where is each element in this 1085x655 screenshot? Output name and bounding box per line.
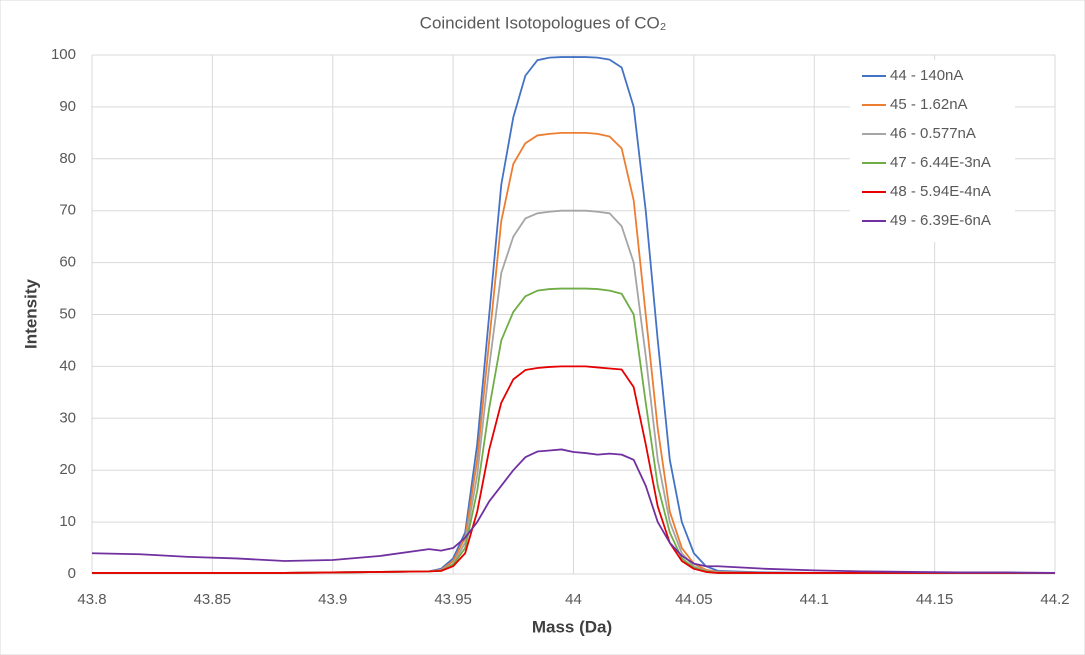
y-axis-title: Intensity: [21, 279, 40, 349]
x-tick-label: 44.1: [800, 591, 829, 608]
x-tick-label: 43.85: [194, 591, 232, 608]
legend-label: 44 - 140nA: [890, 67, 963, 84]
y-tick-label: 100: [51, 46, 76, 63]
x-tick-label: 44.05: [675, 591, 713, 608]
chart-title: Coincident Isotopologues of CO₂: [420, 13, 667, 32]
x-tick-label: 43.95: [434, 591, 472, 608]
legend-label: 45 - 1.62nA: [890, 96, 968, 113]
series-line: [92, 365, 1055, 574]
legend-label: 46 - 0.577nA: [890, 125, 976, 142]
y-tick-label: 30: [59, 409, 76, 426]
x-tick-label: 43.9: [318, 591, 347, 608]
series-line: [91, 448, 1056, 574]
x-tick-label: 44.2: [1040, 591, 1069, 608]
legend-label: 47 - 6.44E-3nA: [890, 154, 991, 171]
y-tick-label: 40: [59, 357, 76, 374]
legend-label: 49 - 6.39E-6nA: [890, 212, 991, 229]
x-axis-title: Mass (Da): [532, 617, 612, 636]
legend-box: [850, 60, 1015, 242]
y-tick-label: 50: [59, 305, 76, 322]
x-tick-label: 44.15: [916, 591, 954, 608]
legend-label: 48 - 5.94E-4nA: [890, 183, 991, 200]
y-tick-label: 90: [59, 98, 76, 115]
x-tick-label: 44: [565, 591, 582, 608]
y-tick-label: 0: [68, 565, 76, 582]
y-tick-label: 60: [59, 254, 76, 271]
y-tick-label: 70: [59, 202, 76, 219]
y-tick-label: 10: [59, 513, 76, 530]
y-tick-label: 20: [59, 461, 76, 478]
x-tick-label: 43.8: [77, 591, 106, 608]
y-tick-label: 80: [59, 150, 76, 167]
